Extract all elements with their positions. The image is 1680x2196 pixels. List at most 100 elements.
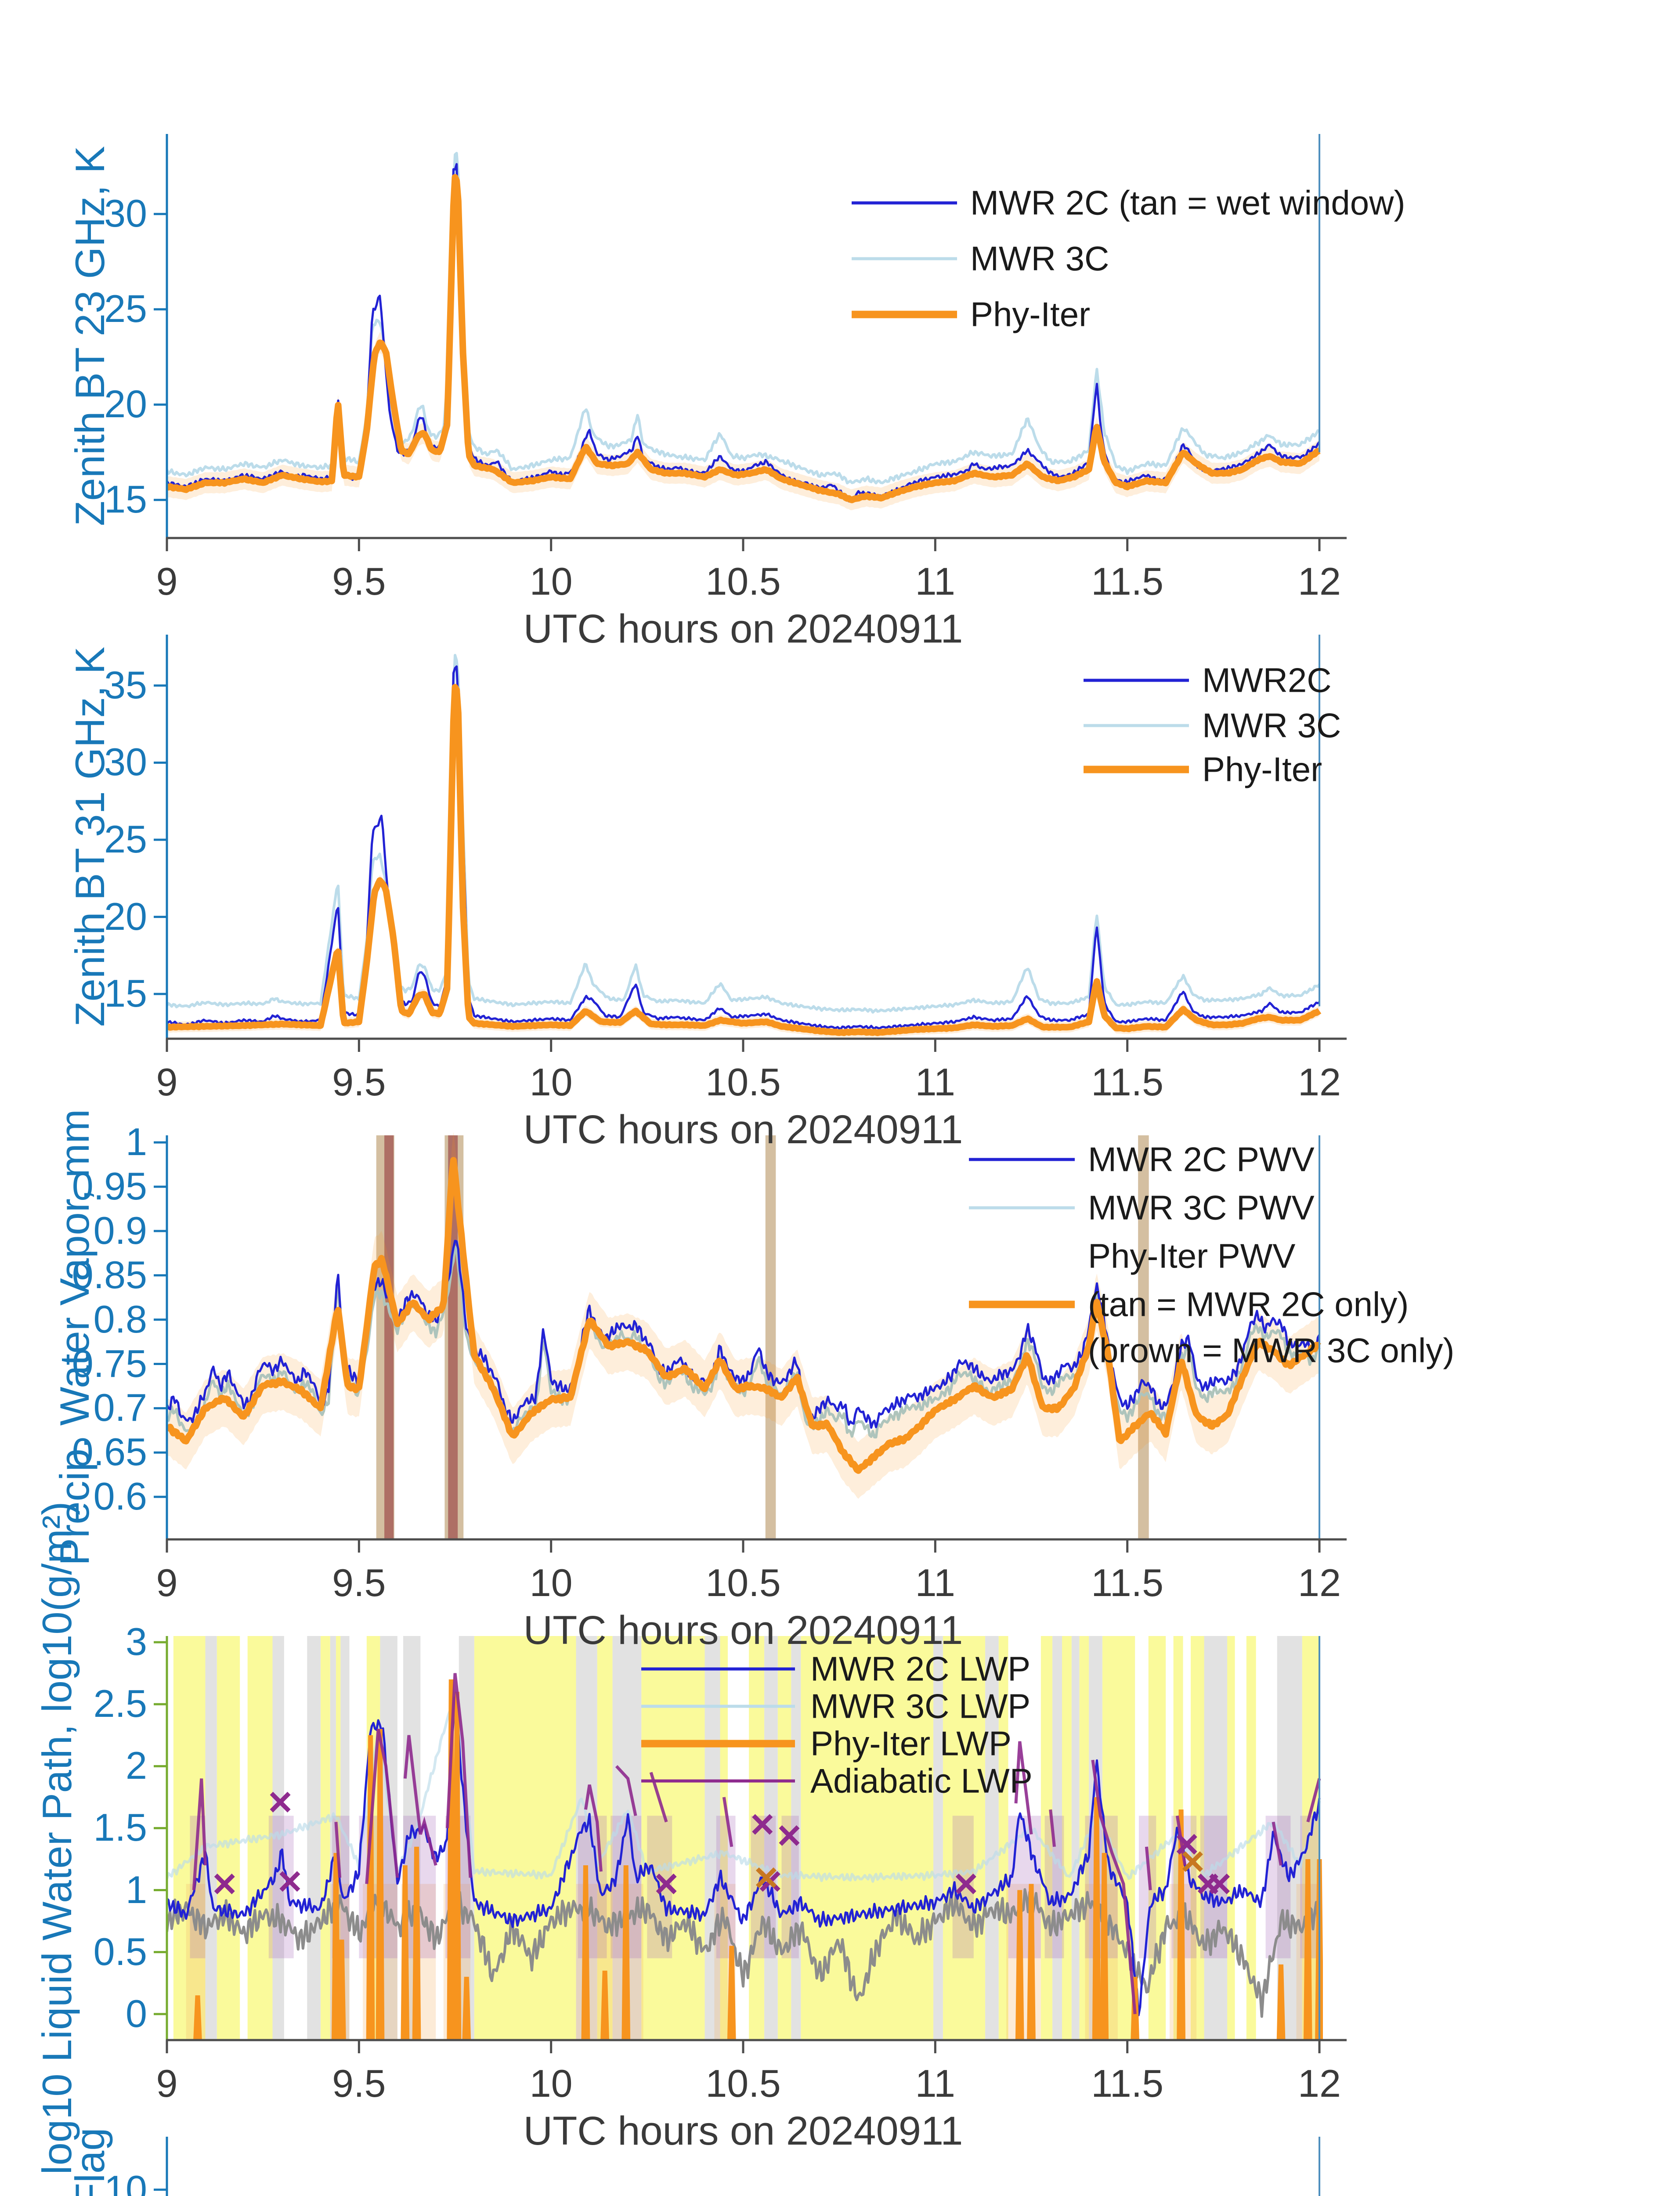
adiabatic-lwp-segment bbox=[615, 1765, 637, 1816]
x-tick-label: 9 bbox=[156, 560, 178, 603]
legend-line-swatch bbox=[852, 311, 957, 318]
flag-gray-band bbox=[764, 1636, 778, 2040]
y-tick-label: 0.85 bbox=[72, 1253, 147, 1297]
xlabel-lwp: UTC hours on 20240911 bbox=[523, 2109, 963, 2153]
x-tick-label: 9 bbox=[156, 1060, 178, 1104]
legend-line-swatch bbox=[969, 1158, 1075, 1161]
phyiter-lwp-spike bbox=[447, 1679, 456, 2040]
legend-label: MWR 2C (tan = wet window) bbox=[970, 183, 1405, 222]
legend-label: (tan = MWR 2C only) bbox=[1088, 1285, 1409, 1324]
y-tick-label: 15 bbox=[104, 477, 147, 521]
wet-window-yellow-band bbox=[1079, 1636, 1089, 2040]
x-marker-orange bbox=[1182, 1851, 1203, 1872]
x-tick-label: 9.5 bbox=[332, 2062, 386, 2105]
y-tick-label: 30 bbox=[104, 740, 147, 784]
phyiter-lwp-spike bbox=[412, 1846, 421, 2040]
x-marker-purple bbox=[1176, 1834, 1197, 1855]
x-tick-label: 11 bbox=[915, 560, 956, 603]
adiabatic-lwp-segment bbox=[334, 1822, 342, 1878]
legend-label: MWR 3C PWV bbox=[1088, 1188, 1315, 1227]
wet-window-yellow-band bbox=[320, 1636, 330, 2040]
phyiter-lwp-spike bbox=[1276, 1964, 1286, 2040]
flag-gray-band bbox=[1071, 1636, 1080, 2040]
flag-gray-band bbox=[307, 1636, 321, 2040]
adiabatic-lwp-segment bbox=[1306, 1778, 1321, 1823]
x-tick-label: 11.5 bbox=[1091, 1060, 1164, 1104]
series-phyiter bbox=[167, 174, 1321, 503]
x-tick-label: 11.5 bbox=[1091, 560, 1164, 603]
y-tick-label: 2 bbox=[126, 1744, 147, 1788]
y-tick-label: 0.75 bbox=[72, 1341, 147, 1385]
phyiter-lwp-spike bbox=[1303, 1859, 1312, 2040]
y-tick-label: 30 bbox=[104, 191, 147, 235]
x-tick-label: 9 bbox=[156, 1561, 178, 1604]
subplot-mwr-phy-iter-dq-flag bbox=[154, 2137, 1320, 2196]
wet-window-yellow-band bbox=[720, 1636, 728, 2040]
x-tick-label: 9.5 bbox=[332, 1561, 386, 1604]
wet-window-yellow-band bbox=[749, 1636, 765, 2040]
xlabel-bt23: UTC hours on 20240911 bbox=[523, 607, 963, 651]
x-marker-purple bbox=[1209, 1873, 1230, 1894]
x-marker-purple bbox=[270, 1791, 291, 1813]
legend-line-swatch bbox=[852, 201, 957, 205]
y-tick-label: 0.65 bbox=[72, 1430, 147, 1474]
legend-label: MWR 3C bbox=[1202, 706, 1341, 745]
x-tick-label: 11 bbox=[915, 2062, 956, 2105]
legend-label: MWR 2C LWP bbox=[810, 1649, 1031, 1688]
y-tick-label: 35 bbox=[104, 663, 147, 707]
phyiter-lwp-spike bbox=[401, 1865, 410, 2040]
phyiter-lwp-spike bbox=[337, 1940, 346, 2040]
legend-line-swatch bbox=[641, 1705, 795, 1708]
x-tick-label: 11.5 bbox=[1091, 2062, 1164, 2105]
legend-label: (brown = MWR 3C only) bbox=[1088, 1331, 1455, 1370]
wet-window-yellow-band bbox=[641, 1636, 705, 2040]
x-tick-label: 12 bbox=[1298, 2062, 1341, 2105]
x-tick-label: 10.5 bbox=[705, 1060, 781, 1104]
y-tick-label: 0.6 bbox=[93, 1474, 147, 1518]
phyiter-lwp-spike bbox=[193, 1995, 202, 2040]
adiabatic-lwp-segment bbox=[192, 1778, 207, 1890]
phyiter-lwp-spike bbox=[727, 1946, 736, 2040]
x-marker-purple bbox=[779, 1825, 800, 1846]
x-tick-label: 10.5 bbox=[705, 560, 781, 603]
adiabatic-lwp-segment bbox=[584, 1784, 603, 1872]
phyiter-lwp-spike bbox=[1092, 1797, 1101, 2040]
phyiter-lwp-spike bbox=[1131, 1976, 1139, 2040]
flag-gray-band bbox=[340, 1636, 350, 2040]
legend-line-swatch bbox=[641, 1667, 795, 1671]
x-tick-label: 11.5 bbox=[1091, 1561, 1164, 1604]
x-tick-label: 11 bbox=[915, 1561, 956, 1604]
series-phyiter bbox=[167, 684, 1322, 1037]
x-marker-orange bbox=[755, 1867, 777, 1888]
series-phyiter bbox=[167, 1157, 1321, 1474]
flag-gray-band bbox=[985, 1636, 999, 2040]
legend-line-swatch bbox=[1084, 679, 1189, 682]
subplot-log10-liquid-water-path bbox=[154, 1636, 1347, 2053]
phyiter-lwp-spike bbox=[581, 1865, 590, 2040]
flag-gray-band bbox=[705, 1636, 720, 2040]
x-marker-purple bbox=[279, 1871, 300, 1892]
phyiter-lwp-spike bbox=[621, 1865, 631, 2040]
x-marker-purple bbox=[214, 1873, 235, 1894]
phyiter-lwp-spike bbox=[462, 1976, 471, 2040]
adiabatic-lwp-segment bbox=[1145, 1846, 1152, 1890]
legend-line-swatch bbox=[641, 1740, 795, 1748]
x-tick-label: 10 bbox=[529, 2062, 573, 2105]
y-tick-label: 0.9 bbox=[93, 1208, 147, 1252]
y-tick-label: 0.5 bbox=[93, 1929, 147, 1973]
y-tick-label: 25 bbox=[104, 287, 147, 331]
flag-gray-band bbox=[1052, 1636, 1062, 2040]
x-tick-label: 10.5 bbox=[705, 1561, 781, 1604]
x-tick-label: 10 bbox=[529, 1060, 573, 1104]
phyiter-lwp-spike bbox=[452, 1691, 462, 2040]
legend-label: Phy-Iter PWV bbox=[1088, 1236, 1296, 1275]
mwr2c-only-tan-band bbox=[765, 1135, 776, 1539]
subplot-zenith-bt-31ghz bbox=[154, 635, 1347, 1052]
wet-window-yellow-band bbox=[998, 1636, 1008, 2040]
y-tick-label: 2.5 bbox=[93, 1682, 147, 1726]
y-tick-label: 20 bbox=[104, 382, 147, 426]
y-tick-label: 3 bbox=[126, 1620, 147, 1664]
wet-window-yellow-band bbox=[474, 1636, 576, 2040]
adiabatic-lwp-segment bbox=[1272, 1821, 1283, 1866]
